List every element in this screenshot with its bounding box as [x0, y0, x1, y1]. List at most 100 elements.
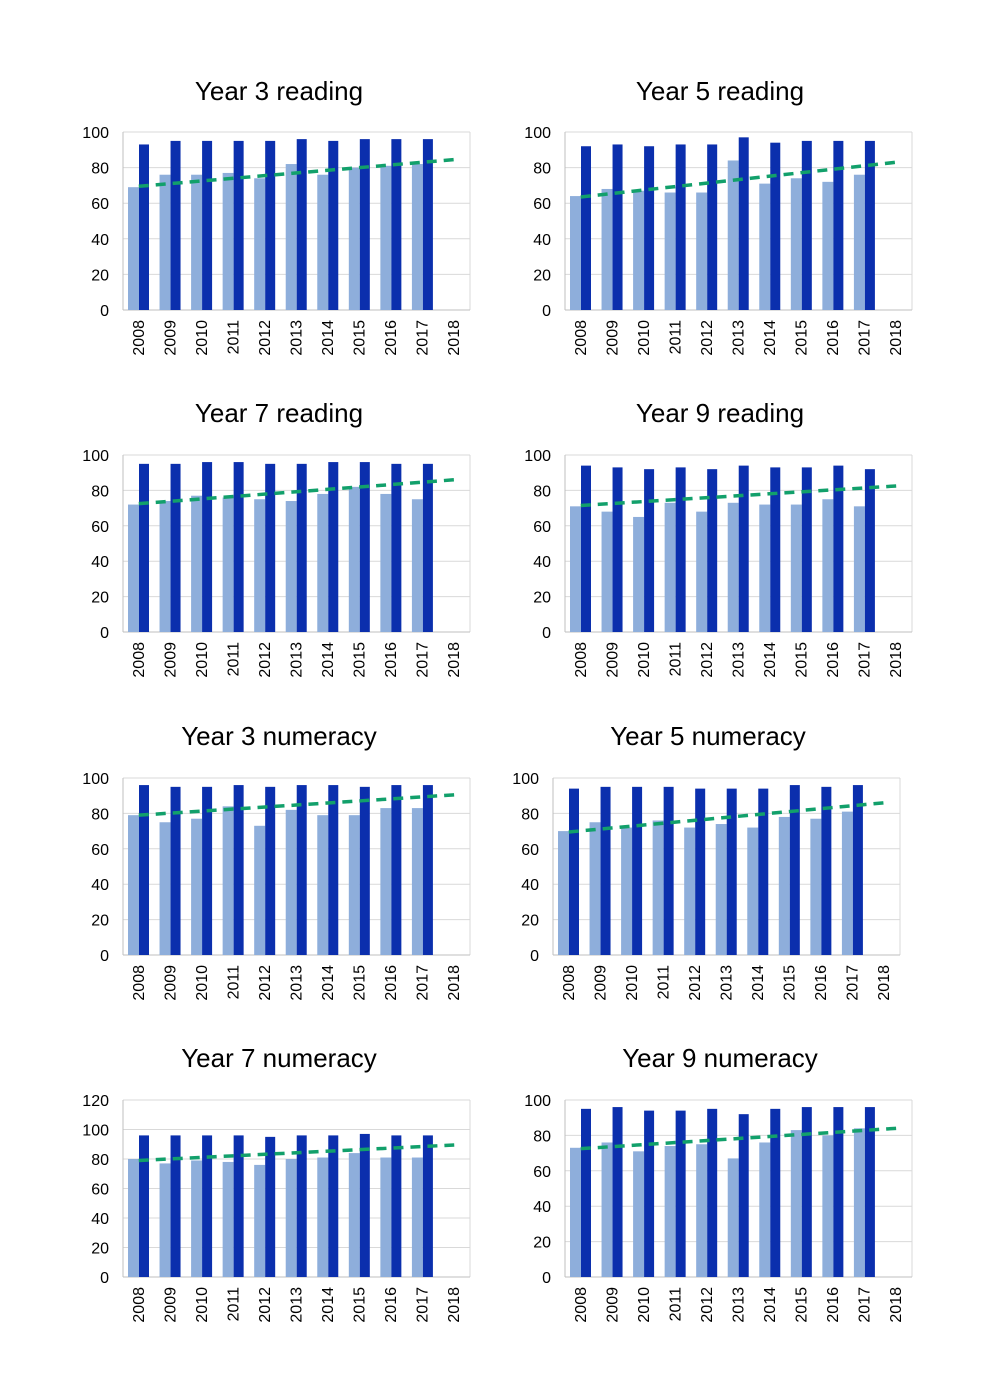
bar-series-2	[359, 139, 370, 310]
bar-series-2	[644, 469, 655, 632]
y-tick-label: 0	[542, 303, 551, 320]
bar-series-2	[864, 1107, 875, 1277]
bar-series-2	[170, 1135, 181, 1277]
chart-panel: Year 9 reading 0 20 40 60 80 100 2008 2009 2010 20…	[524, 398, 913, 678]
x-tick-label: 2014	[320, 320, 337, 356]
bar-series-1	[727, 160, 739, 310]
bar-series-1	[715, 824, 727, 955]
x-tick-label: 2015	[352, 320, 369, 356]
y-tick-label: 60	[533, 196, 551, 213]
bar-series-1	[790, 178, 802, 310]
bar-series-2	[359, 462, 370, 632]
y-tick-label: 60	[533, 519, 551, 536]
bar-series-1	[822, 499, 834, 632]
x-tick-label: 2010	[636, 642, 653, 678]
bar-series-2	[581, 465, 591, 632]
x-tick-label: 2009	[162, 1287, 179, 1323]
bar-series-2	[695, 788, 706, 955]
bar-series-1	[348, 486, 360, 632]
bar-series-2	[233, 140, 244, 310]
bar-series-1	[380, 493, 392, 632]
bar-series-2	[202, 140, 213, 310]
x-tick-label: 2013	[731, 320, 748, 356]
x-tick-label: 2011	[225, 642, 242, 677]
y-tick-label: 40	[91, 554, 109, 571]
bar-series-2	[612, 467, 623, 632]
x-tick-label: 2017	[415, 1287, 432, 1323]
bar-series-1	[633, 190, 645, 310]
bar-series-1	[254, 499, 266, 632]
x-tick-label: 2017	[857, 642, 874, 678]
bar-series-2	[726, 788, 737, 955]
x-tick-label: 2011	[667, 320, 684, 355]
x-tick-label: 2012	[699, 1287, 716, 1323]
bar-series-2	[170, 786, 181, 955]
bar-series-1	[222, 172, 234, 310]
bar-series-2	[233, 1135, 244, 1277]
bar-series-2	[139, 785, 149, 955]
y-tick-label: 20	[91, 267, 109, 284]
bar-series-2	[202, 1135, 213, 1277]
bar-series-1	[664, 192, 676, 310]
x-tick-label: 2017	[415, 642, 432, 678]
trend-line	[568, 801, 885, 834]
bar-series-1	[853, 506, 865, 632]
x-tick-label: 2015	[794, 1287, 811, 1323]
y-tick-label: 120	[82, 1093, 109, 1110]
x-tick-label: 2017	[857, 1287, 874, 1323]
bar-series-2	[422, 1135, 433, 1277]
bar-series-2	[265, 463, 276, 632]
bar-series-1	[254, 178, 266, 310]
x-tick-label: 2009	[592, 965, 609, 1001]
bar-series-2	[328, 462, 339, 632]
bar-series-1	[822, 1135, 834, 1277]
bar-series-2	[738, 137, 749, 310]
bar-series-2	[612, 1107, 623, 1277]
x-tick-label: 2016	[825, 1287, 842, 1323]
bar-series-1	[558, 831, 569, 955]
bar-series-1	[285, 1159, 297, 1277]
bar-series-1	[411, 164, 423, 310]
x-tick-label: 2014	[320, 965, 337, 1001]
chart-title: Year 9 numeracy	[622, 1043, 818, 1073]
bar-series-2	[422, 785, 433, 955]
x-tick-label: 2009	[604, 320, 621, 356]
x-tick-label: 2011	[225, 320, 242, 355]
bar-series-1	[790, 1130, 802, 1277]
bar-series-1	[285, 164, 297, 310]
x-tick-label: 2013	[731, 1287, 748, 1323]
x-tick-label: 2013	[289, 965, 306, 1001]
bar-series-2	[202, 786, 213, 955]
bar-series-2	[391, 785, 402, 955]
bar-series-2	[833, 1107, 844, 1277]
bar-series-1	[380, 165, 392, 310]
bar-series-1	[285, 809, 297, 955]
bar-series-1	[759, 183, 771, 310]
x-tick-label: 2015	[794, 320, 811, 356]
y-tick-label: 100	[82, 771, 109, 788]
trend-line	[580, 484, 897, 508]
x-tick-label: 2013	[289, 320, 306, 356]
bar-series-2	[833, 465, 844, 632]
x-tick-label: 2016	[825, 320, 842, 356]
y-tick-label: 20	[533, 590, 551, 607]
bar-series-1	[759, 1142, 771, 1277]
chart-panel: Year 3 numeracy 0 20 40 60 80 100 2008 2009 2010 2…	[82, 721, 471, 1001]
x-tick-label: 2011	[667, 1287, 684, 1322]
bar-series-2	[801, 467, 812, 632]
bar-series-2	[265, 1136, 276, 1277]
x-tick-label: 2010	[636, 1287, 653, 1323]
x-tick-label: 2015	[352, 1287, 369, 1323]
bar-series-2	[801, 140, 812, 310]
x-tick-label: 2011	[667, 642, 684, 677]
bar-series-1	[747, 827, 759, 955]
chart-title: Year 7 numeracy	[181, 1043, 377, 1073]
x-tick-label: 2013	[731, 642, 748, 678]
chart-panel: Year 5 numeracy 0 20 40 60 80 100 2008 2009 2010 2…	[512, 721, 901, 1001]
chart-panel: Year 5 reading 0 20 40 60 80 100 2008 2009 2010 20…	[524, 76, 913, 356]
bar-series-1	[380, 1157, 392, 1277]
x-tick-label: 2014	[320, 1287, 337, 1323]
x-tick-label: 2009	[162, 642, 179, 678]
x-tick-label: 2014	[762, 320, 779, 356]
bar-series-1	[696, 511, 708, 632]
